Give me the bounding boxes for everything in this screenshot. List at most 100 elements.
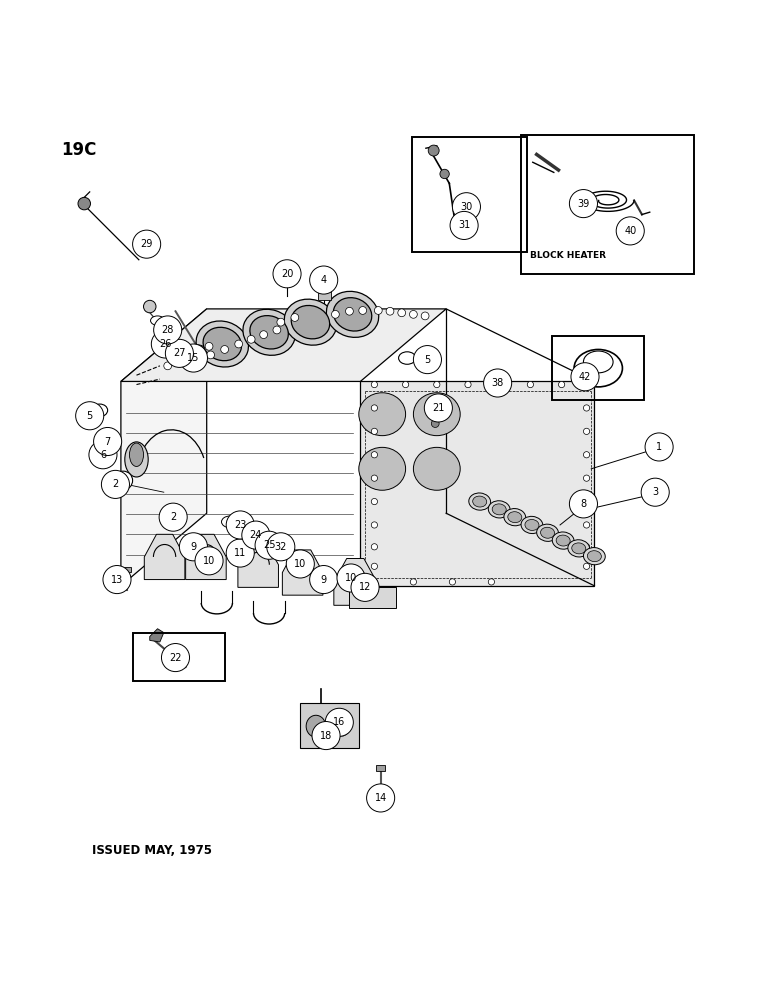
Circle shape	[179, 344, 207, 372]
Ellipse shape	[568, 540, 590, 557]
Circle shape	[133, 230, 161, 258]
Circle shape	[616, 217, 644, 245]
Circle shape	[191, 348, 199, 356]
Circle shape	[583, 405, 590, 411]
Ellipse shape	[284, 299, 337, 345]
Circle shape	[242, 521, 270, 549]
Polygon shape	[144, 534, 185, 580]
Text: 12: 12	[359, 582, 371, 592]
Text: 38: 38	[491, 378, 504, 388]
Ellipse shape	[271, 540, 288, 554]
Circle shape	[440, 169, 449, 179]
Circle shape	[371, 452, 378, 458]
Circle shape	[101, 470, 129, 498]
Polygon shape	[334, 558, 377, 605]
Circle shape	[569, 190, 597, 218]
Circle shape	[255, 531, 283, 559]
Ellipse shape	[129, 443, 144, 466]
Circle shape	[558, 381, 565, 388]
Ellipse shape	[508, 512, 522, 523]
Text: 42: 42	[579, 372, 591, 382]
Ellipse shape	[537, 524, 558, 541]
Text: 18: 18	[320, 731, 332, 741]
Circle shape	[645, 433, 673, 461]
Bar	[318, 291, 331, 300]
Circle shape	[359, 307, 367, 314]
Polygon shape	[349, 582, 396, 608]
Polygon shape	[150, 629, 164, 642]
Circle shape	[291, 314, 299, 321]
Circle shape	[273, 260, 301, 288]
Circle shape	[484, 369, 512, 397]
Ellipse shape	[587, 551, 601, 562]
Polygon shape	[121, 309, 207, 586]
Circle shape	[312, 722, 340, 750]
Text: 6: 6	[100, 450, 106, 460]
Text: 40: 40	[624, 226, 636, 236]
Circle shape	[371, 522, 378, 528]
Circle shape	[179, 533, 207, 561]
Text: 21: 21	[432, 403, 445, 413]
Ellipse shape	[492, 504, 506, 515]
Text: 39: 39	[577, 199, 590, 209]
Circle shape	[488, 579, 495, 585]
Text: 26: 26	[159, 339, 172, 349]
Polygon shape	[238, 542, 278, 587]
Circle shape	[235, 340, 243, 348]
Ellipse shape	[525, 519, 539, 530]
Text: 11: 11	[234, 548, 246, 558]
Text: 8: 8	[580, 499, 587, 509]
Text: 23: 23	[234, 520, 246, 530]
Circle shape	[583, 452, 590, 458]
Circle shape	[184, 353, 193, 363]
Circle shape	[89, 441, 117, 469]
Circle shape	[583, 428, 590, 434]
Bar	[300, 703, 359, 748]
Text: 31: 31	[458, 220, 470, 230]
Text: 9: 9	[321, 575, 327, 585]
Text: 10: 10	[345, 573, 357, 583]
Circle shape	[159, 503, 187, 531]
Text: 16: 16	[333, 717, 346, 727]
Text: 30: 30	[460, 202, 473, 212]
Circle shape	[114, 471, 133, 490]
Circle shape	[247, 335, 255, 343]
Text: 7: 7	[105, 437, 111, 447]
Circle shape	[154, 316, 182, 344]
Ellipse shape	[92, 404, 108, 417]
Polygon shape	[191, 348, 204, 371]
Circle shape	[177, 354, 185, 362]
Circle shape	[94, 427, 122, 456]
Circle shape	[286, 550, 314, 578]
Text: 29: 29	[140, 239, 153, 249]
Text: 20: 20	[281, 269, 293, 279]
Ellipse shape	[243, 309, 296, 355]
Circle shape	[371, 544, 378, 550]
Ellipse shape	[541, 527, 555, 538]
Text: 22: 22	[169, 653, 182, 663]
Circle shape	[413, 346, 441, 374]
Polygon shape	[360, 381, 594, 586]
Circle shape	[450, 211, 478, 239]
Circle shape	[465, 381, 471, 388]
Circle shape	[144, 300, 156, 313]
Circle shape	[332, 310, 339, 318]
Circle shape	[205, 342, 213, 350]
Circle shape	[431, 420, 439, 427]
Circle shape	[207, 351, 215, 359]
Circle shape	[371, 579, 378, 585]
Circle shape	[260, 331, 268, 339]
Text: 24: 24	[250, 530, 262, 540]
Text: 1: 1	[656, 442, 662, 452]
Ellipse shape	[359, 393, 406, 436]
Ellipse shape	[196, 321, 249, 367]
Ellipse shape	[101, 452, 109, 457]
Text: ISSUED MAY, 1975: ISSUED MAY, 1975	[92, 844, 212, 857]
Circle shape	[76, 402, 104, 430]
Ellipse shape	[504, 509, 526, 526]
Circle shape	[641, 478, 669, 506]
Circle shape	[449, 579, 456, 585]
Circle shape	[386, 307, 394, 315]
Circle shape	[267, 533, 295, 561]
Circle shape	[78, 197, 90, 210]
